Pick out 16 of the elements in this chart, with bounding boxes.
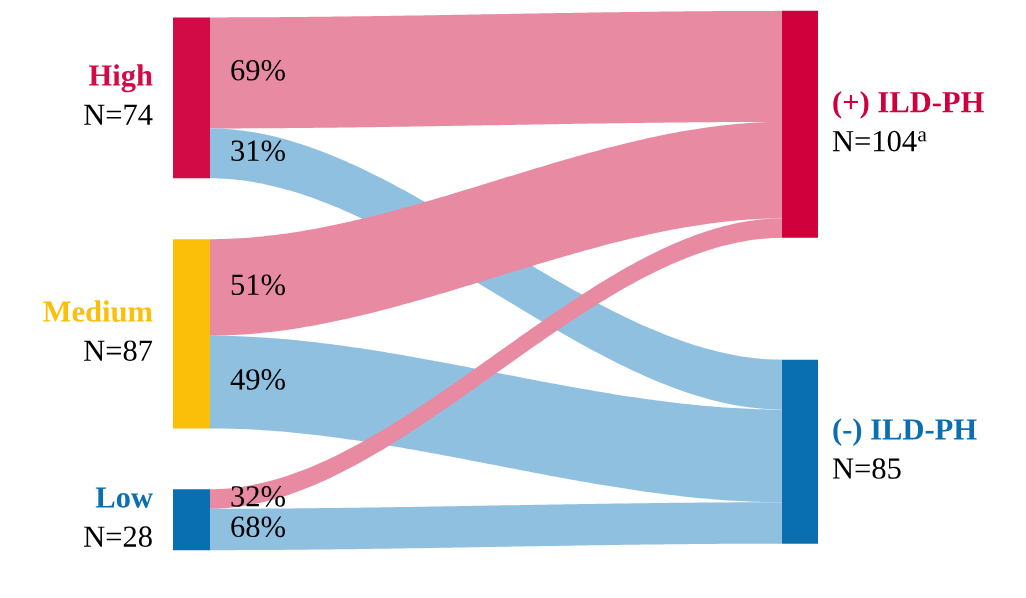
data-label: N=74 (84, 104, 153, 125)
data-label: 68% (231, 516, 285, 538)
data-label: 51% (231, 274, 285, 296)
text: N=104$^{a}$ (832, 130, 927, 152)
series-label: (+) ILD-PH (833, 90, 984, 119)
category-label: Medium (43, 300, 153, 322)
data-label: N=87 (84, 340, 153, 362)
series-label: (-) ILD-PH (833, 418, 977, 446)
data-label: 69% (231, 59, 285, 81)
category-label: Low (95, 487, 153, 508)
data-label: 32% (231, 486, 285, 507)
category-label: High (89, 64, 153, 93)
data-label: 49% (230, 369, 285, 390)
data-label: 31% (231, 140, 285, 162)
text: N=85 (832, 458, 901, 479)
data-label: N=28 (84, 526, 152, 547)
